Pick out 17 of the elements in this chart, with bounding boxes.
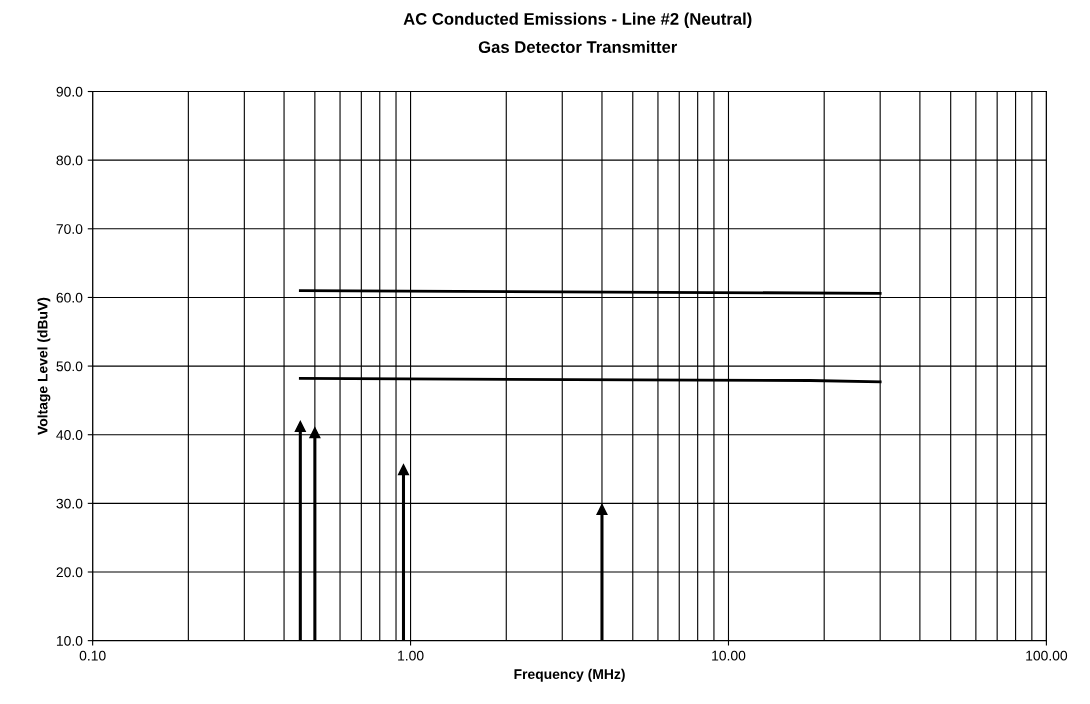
y-tick-label: 70.0	[56, 224, 83, 234]
y-tick-label: 60.0	[56, 292, 83, 303]
y-tick-label: 10.0	[56, 635, 83, 646]
x-tick-label: 10.00	[712, 650, 746, 661]
y-tick-label: 30.0	[56, 498, 83, 509]
x-axis-title: Frequency (MHz)	[514, 668, 625, 682]
chart-title: AC Conducted Emissions - Line #2 (Neutral)	[403, 12, 752, 29]
x-tick-label: 100.00	[1026, 650, 1068, 661]
y-axis-title: Voltage Level (dBuV)	[37, 297, 51, 435]
y-tick-label: 80.0	[56, 155, 83, 166]
y-tick-label: 40.0	[56, 430, 83, 440]
chart-subtitle: Gas Detector Transmitter	[478, 40, 678, 53]
x-tick-label: 1.00	[398, 650, 424, 661]
x-tick-label: 0.10	[79, 650, 106, 661]
y-tick-label: 90.0	[56, 86, 83, 97]
y-tick-label: 50.0	[56, 361, 83, 372]
y-tick-label: 20.0	[56, 567, 83, 578]
